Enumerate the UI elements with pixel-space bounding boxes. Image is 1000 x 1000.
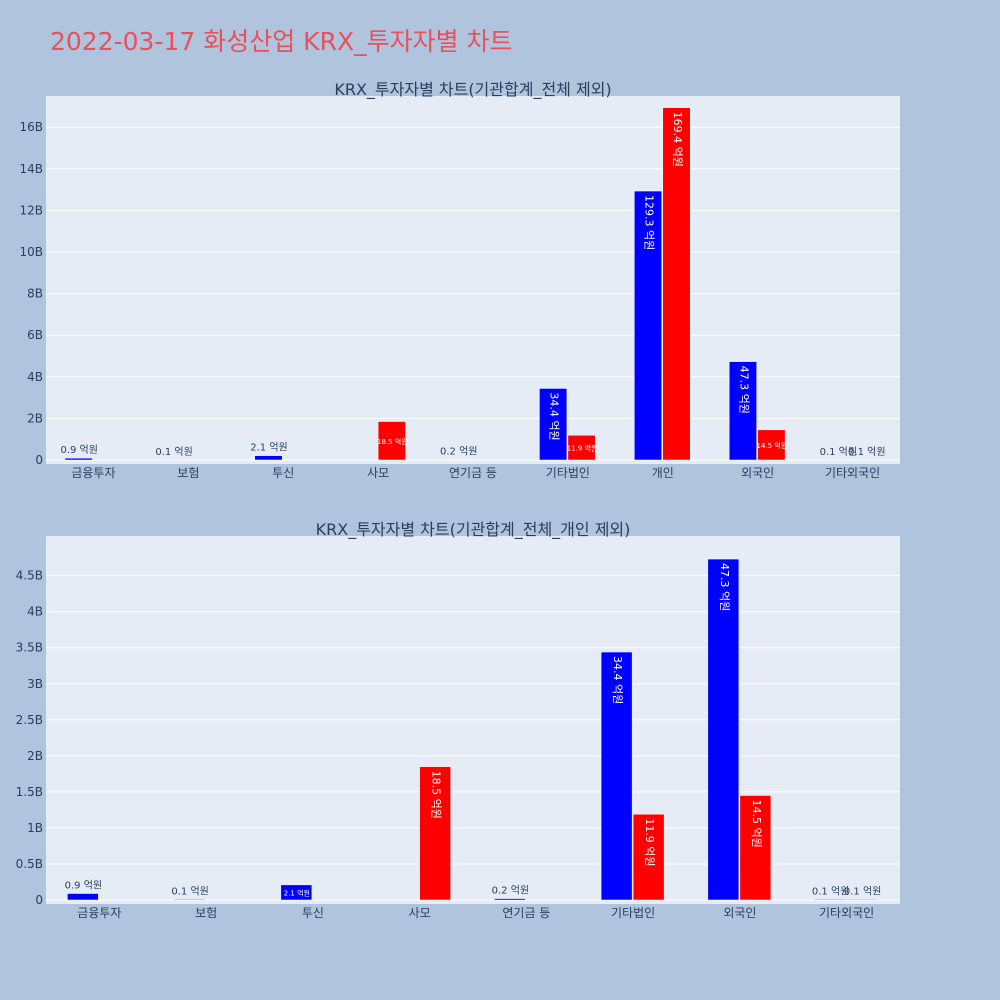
y-tick-label: 1.5B (16, 785, 43, 799)
bar-series-0 (254, 455, 283, 461)
data-label: 0.1 억원 (171, 885, 208, 897)
data-label: 18.5 억원 (430, 771, 443, 819)
chart-title: KRX_투자자별 차트(기관합계_전체 제외) (334, 80, 611, 100)
chart-investor-excl-individual: 0 0.5B 1B 1.5B 2B 2.5B 3B 3.5B 4B 4.5B KRX_투자자별 차트… (16, 520, 900, 920)
data-label: 47.3 억원 (718, 563, 731, 611)
bar-series-0 (707, 558, 740, 901)
bar-series-0 (539, 388, 568, 461)
data-label: 0.1 억원 (820, 446, 857, 458)
data-label: 47.3 억원 (737, 366, 750, 414)
data-label: 169.4 억원 (671, 112, 684, 167)
x-category-label: 사모 (409, 906, 431, 920)
data-label: 0.1 억원 (155, 446, 192, 458)
bar-series-0 (600, 651, 633, 901)
y-tick-label: 2B (27, 749, 43, 763)
data-label: 0.2 억원 (492, 885, 529, 897)
chart-investor-all: 0 2B 4B 6B 8B 10B 12B 14B 16B KRX_투자자별 차트(기관합계_전체… (19, 80, 900, 480)
data-label: 0.1 억원 (848, 446, 885, 458)
bar-series-1 (846, 899, 878, 901)
plot-area (46, 96, 900, 464)
bar-series-1 (662, 107, 691, 461)
bar-series-0 (280, 884, 313, 901)
data-label: 129.3 억원 (643, 195, 656, 250)
y-tick-label: 2.5B (16, 713, 43, 727)
bar-series-1 (739, 795, 772, 901)
bar-series-0 (173, 899, 206, 901)
x-category-label: 금융투자 (71, 466, 115, 480)
bar-series-0 (494, 898, 526, 901)
bar-series-1 (567, 434, 596, 461)
bar-series-1 (632, 813, 665, 901)
y-tick-label: 12B (19, 203, 43, 217)
data-label: 18.5 억원 (377, 437, 408, 446)
x-category-label: 기타외국인 (825, 466, 880, 480)
bar-series-0 (728, 361, 757, 461)
x-category-label: 보험 (177, 466, 199, 480)
data-label: 34.4 억원 (548, 392, 561, 440)
x-category-label: 연기금 등 (502, 906, 550, 920)
y-tick-label: 0 (35, 453, 43, 467)
bar-series-1 (757, 429, 786, 461)
bar-series-1 (377, 421, 406, 461)
data-label: 0.1 억원 (844, 885, 881, 897)
x-category-label: 투신 (302, 906, 324, 920)
y-tick-label: 4B (27, 605, 43, 619)
y-tick-label: 6B (27, 328, 43, 342)
chart-title: KRX_투자자별 차트(기관합계_전체_개인 제외) (316, 520, 631, 540)
data-label: 34.4 억원 (611, 656, 624, 704)
x-category-label: 기타법인 (546, 466, 590, 480)
data-label: 11.9 억원 (643, 818, 656, 866)
bar-series-1 (419, 766, 451, 901)
x-category-label: 기타법인 (611, 906, 655, 920)
bar-series-0 (634, 190, 663, 461)
data-label: 14.5 억원 (757, 441, 788, 450)
data-label: 0.9 억원 (65, 880, 102, 892)
bar-series-0 (64, 457, 93, 461)
y-tick-label: 10B (19, 245, 43, 259)
y-tick-label: 3.5B (16, 641, 43, 655)
page-title: 2022-03-17 화성산업 KRX_투자자별 차트 (50, 27, 513, 56)
y-tick-label: 8B (27, 287, 43, 301)
bar-series-0 (67, 893, 99, 901)
x-category-label: 사모 (367, 466, 389, 480)
data-label: 0.2 억원 (440, 446, 477, 458)
data-label: 0.9 억원 (60, 444, 97, 456)
data-label: 2.1 억원 (250, 442, 287, 454)
data-label: 11.9 억원 (567, 444, 598, 453)
y-tick-label: 2B (27, 411, 43, 425)
data-label: 0.1 억원 (812, 885, 849, 897)
y-tick-label: 4.5B (16, 569, 43, 583)
y-tick-label: 16B (19, 120, 43, 134)
y-tick-label: 0 (35, 893, 43, 907)
x-category-label: 외국인 (741, 466, 774, 480)
x-category-label: 기타외국인 (819, 906, 874, 920)
y-tick-label: 14B (19, 162, 43, 176)
y-tick-label: 4B (27, 370, 43, 384)
data-label: 14.5 억원 (750, 799, 763, 847)
y-tick-label: 0.5B (16, 857, 43, 871)
data-label: 2.1 억원 (284, 888, 310, 897)
bar-series-0 (814, 899, 846, 901)
x-category-label: 개인 (652, 466, 674, 480)
x-category-label: 외국인 (723, 906, 756, 920)
y-tick-label: 1B (27, 821, 43, 835)
y-tick-label: 3B (27, 677, 43, 691)
x-category-label: 투신 (272, 466, 294, 480)
x-category-label: 연기금 등 (449, 466, 497, 480)
x-category-label: 보험 (195, 906, 217, 920)
x-category-label: 금융투자 (77, 906, 121, 920)
